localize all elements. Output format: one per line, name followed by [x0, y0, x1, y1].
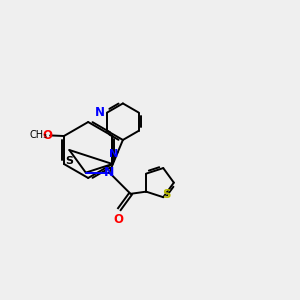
- Text: O: O: [43, 129, 53, 142]
- Text: N: N: [109, 149, 119, 159]
- Text: S: S: [65, 156, 73, 166]
- Text: CH₃: CH₃: [29, 130, 47, 140]
- Text: O: O: [114, 213, 124, 226]
- Text: S: S: [163, 188, 171, 201]
- Text: N: N: [104, 166, 115, 179]
- Text: N: N: [95, 106, 105, 119]
